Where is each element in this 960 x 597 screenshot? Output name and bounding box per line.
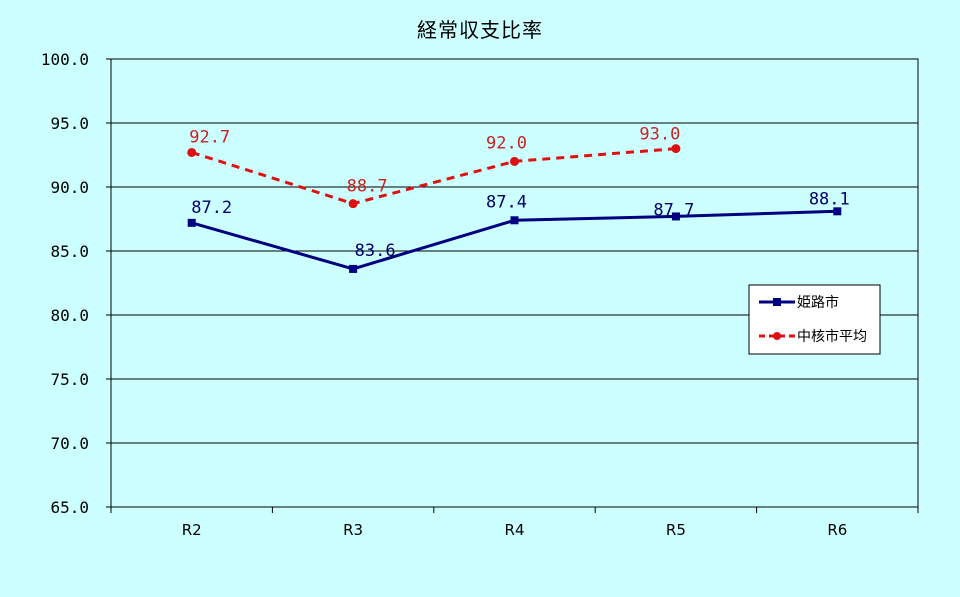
plot-area <box>110 58 919 508</box>
y-tick-label: 65.0 <box>50 498 89 517</box>
axis-layer: 65.0 70.0 75.0 80.0 85.0 90.0 95.0 100.0 R2 R3 R4 R… <box>41 50 919 539</box>
data-label-0-R2: 87.2 <box>191 198 232 218</box>
marker-0-R6 <box>833 207 842 216</box>
marker-1-R4 <box>510 156 519 166</box>
legend-marker-1 <box>773 332 781 340</box>
series-line-1 <box>191 147 677 206</box>
y-tick-label: 95.0 <box>50 114 89 133</box>
legend-label-0: 姫路市 <box>797 294 839 311</box>
legend-label-1: 中核市平均 <box>797 328 867 345</box>
data-label-1-R4: 92.0 <box>486 133 527 153</box>
legend-box <box>748 284 881 355</box>
marker-1-R5 <box>671 144 681 154</box>
y-tick-label: 90.0 <box>50 178 89 197</box>
data-label-0-R6: 88.1 <box>809 189 850 209</box>
y-tick-label: 85.0 <box>50 242 89 261</box>
data-label-0-R4: 87.4 <box>486 192 527 212</box>
y-tick-label: 100.0 <box>41 50 89 69</box>
x-tick-label-R4: R4 <box>505 521 525 539</box>
legend-marker-0 <box>773 298 781 306</box>
y-tick-label: 70.0 <box>50 434 89 453</box>
marker-0-R2 <box>187 218 196 227</box>
data-label-1-R2: 92.7 <box>189 127 230 147</box>
chart-title: 経常収支比率 <box>417 18 543 42</box>
data-label-0-R5: 87.7 <box>653 200 694 220</box>
x-tick-label-R2: R2 <box>182 521 202 539</box>
data-label-0-R3: 83.6 <box>355 241 396 261</box>
data-label-layer: 87.2 83.6 87.4 87.7 88.1 92.7 88.7 92.0 93.0 <box>189 125 850 261</box>
grid-layer <box>110 58 919 508</box>
series-layer <box>187 144 842 273</box>
marker-0-R5 <box>671 212 680 221</box>
x-tick-label-R3: R3 <box>343 521 363 539</box>
marker-0-R4 <box>510 216 519 225</box>
marker-1-R3 <box>348 199 358 209</box>
y-tick-label: 75.0 <box>50 370 89 389</box>
data-label-1-R5: 93.0 <box>639 125 680 145</box>
y-tick-label: 80.0 <box>50 306 89 325</box>
data-label-1-R3: 88.7 <box>347 177 388 197</box>
x-tick-label-R5: R5 <box>666 521 686 539</box>
marker-0-R3 <box>349 264 358 273</box>
x-tick-label-R6: R6 <box>827 521 847 539</box>
marker-1-R2 <box>187 147 197 157</box>
